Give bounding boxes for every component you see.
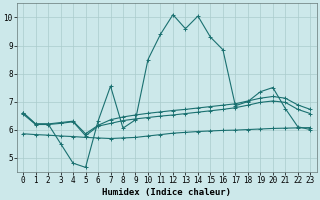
X-axis label: Humidex (Indice chaleur): Humidex (Indice chaleur) (102, 188, 231, 197)
